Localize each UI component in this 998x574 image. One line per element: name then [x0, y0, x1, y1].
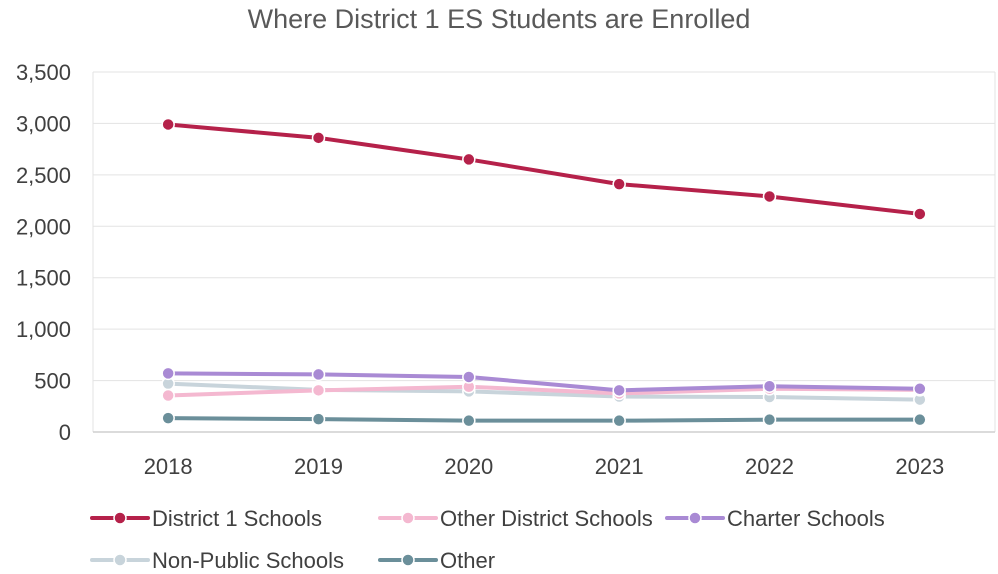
series-point	[311, 131, 326, 145]
legend-swatch-marker	[688, 511, 702, 525]
legend-swatch-marker	[113, 553, 127, 567]
y-tick-label: 500	[34, 369, 71, 394]
series-line-1	[166, 384, 922, 398]
legend-label: Other District Schools	[440, 506, 653, 531]
chart-title: Where District 1 ES Students are Enrolle…	[247, 4, 751, 34]
legend-label: Other	[440, 548, 495, 573]
legend-swatch-marker	[401, 553, 415, 567]
series-point	[762, 379, 777, 393]
x-tick-label: 2023	[895, 454, 944, 479]
y-tick-label: 3,000	[16, 111, 71, 136]
x-tick-label: 2022	[745, 454, 794, 479]
series-point	[311, 383, 326, 398]
y-tick-label: 2,000	[16, 214, 71, 239]
series-point	[161, 388, 175, 403]
series-line-0	[166, 122, 922, 216]
legend-label: Non-Public Schools	[152, 548, 344, 573]
series-point	[612, 383, 626, 398]
series-point	[311, 367, 326, 382]
legend-label: Charter Schools	[727, 506, 885, 531]
legend-swatch-marker	[113, 511, 127, 525]
series-line-4	[166, 416, 922, 423]
x-tick-label: 2019	[294, 454, 343, 479]
series-point	[462, 152, 476, 167]
y-tick-label: 3,500	[16, 60, 71, 85]
x-tick-label: 2020	[444, 454, 493, 479]
series-line-3	[166, 381, 922, 402]
legend-swatch-marker	[401, 511, 415, 525]
series-point	[311, 412, 326, 426]
y-tick-label: 1,500	[16, 266, 71, 291]
series-point	[161, 411, 175, 425]
series-point	[762, 412, 777, 427]
series-point	[462, 413, 476, 428]
y-tick-label: 1,000	[16, 317, 71, 342]
x-tick-label: 2018	[144, 454, 193, 479]
y-tick-label: 2,500	[16, 163, 71, 188]
series-point	[913, 412, 927, 427]
series-point	[462, 370, 476, 384]
y-tick-label: 0	[59, 420, 71, 445]
series-point	[762, 189, 777, 204]
series-point	[913, 207, 927, 221]
series-point	[161, 117, 175, 132]
series-line-2	[166, 371, 922, 393]
series-point	[612, 413, 626, 428]
legend-label: District 1 Schools	[152, 506, 322, 531]
x-tick-label: 2021	[595, 454, 644, 479]
series-point	[161, 366, 175, 381]
series-point	[913, 382, 927, 396]
series-point	[612, 177, 626, 191]
